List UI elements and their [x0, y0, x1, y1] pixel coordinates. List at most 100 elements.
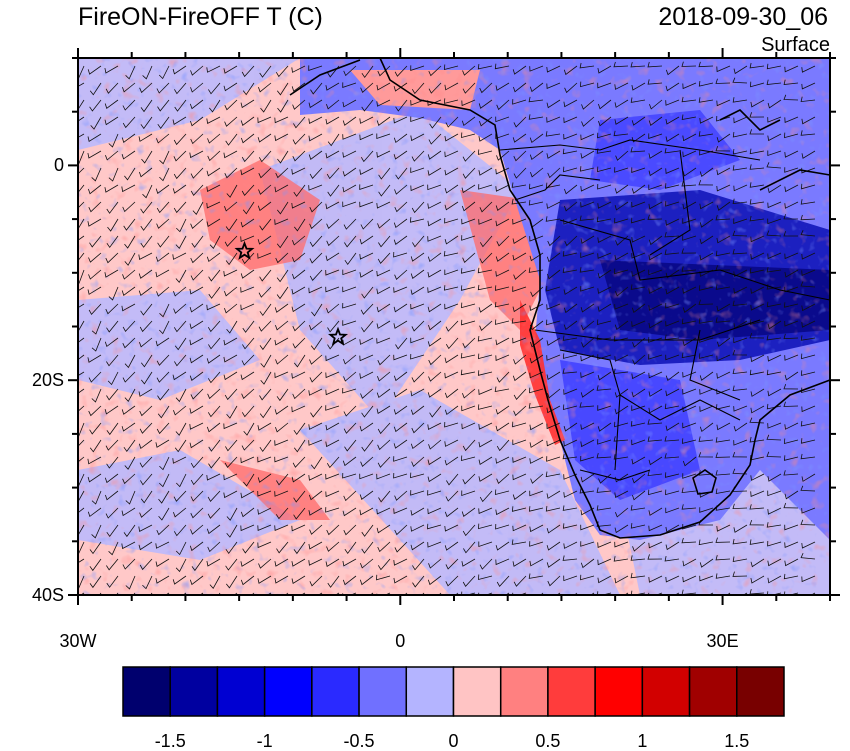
wind-barb: [494, 319, 510, 325]
wind-barb: [784, 371, 799, 381]
wind-barb: [226, 524, 238, 538]
wind-barb: [784, 269, 799, 278]
wind-barb: [682, 286, 697, 294]
wind-barb: [784, 422, 799, 430]
wind-barb: [343, 405, 357, 417]
wind-barb: [784, 524, 799, 531]
wind-barb: [800, 96, 816, 103]
wind-barb: [223, 422, 238, 430]
wind-barb: [801, 116, 816, 125]
wind-barb: [732, 248, 748, 255]
wind-barb: [444, 133, 459, 142]
wind-barb: [479, 252, 493, 264]
wind-barb: [139, 558, 153, 571]
wind-barb: [545, 471, 561, 478]
wind-barb: [665, 422, 680, 432]
wind-barb: [106, 575, 119, 588]
wind-barb: [376, 82, 391, 91]
wind-barb: [189, 303, 204, 313]
wind-barb: [158, 507, 170, 521]
wind-barb: [800, 453, 816, 460]
wind-barb: [257, 541, 272, 549]
wind-barb: [562, 368, 578, 374]
wind-barb: [107, 218, 119, 232]
wind-barb: [240, 99, 255, 109]
wind-barb: [495, 558, 510, 566]
wind-barb: [361, 405, 374, 418]
wind-barb: [512, 524, 527, 532]
wind-barb: [191, 558, 204, 572]
wind-barb: [597, 541, 612, 548]
wind-barb: [580, 422, 595, 430]
wind-barb: [377, 541, 391, 553]
wind-barb: [359, 371, 374, 379]
wind-barb: [648, 252, 663, 261]
wind-barb: [512, 337, 527, 344]
wind-barb: [749, 112, 765, 118]
wind-barb: [496, 371, 510, 383]
wind-barb: [308, 65, 323, 71]
wind-barb: [614, 490, 629, 499]
wind-barb: [547, 269, 561, 280]
wind-barb: [681, 180, 697, 187]
wind-barb: [546, 337, 561, 346]
wind-barb: [121, 507, 136, 517]
wind-barb: [257, 575, 272, 584]
wind-barb: [359, 252, 374, 260]
wind-barb: [631, 235, 646, 243]
wind-barb: [766, 162, 782, 169]
wind-barb: [106, 524, 119, 537]
wind-barb: [342, 150, 357, 158]
wind-barb: [477, 63, 493, 70]
wind-barb: [648, 405, 663, 414]
wind-barb: [274, 184, 289, 193]
wind-barb: [632, 541, 646, 552]
wind-barb: [173, 286, 187, 297]
wind-barb: [632, 354, 646, 365]
wind-barb: [240, 575, 255, 586]
wind-barb: [614, 252, 629, 261]
wind-barb: [648, 184, 663, 191]
wind-barb: [460, 352, 476, 359]
wind-barb: [529, 439, 544, 448]
wind-barb: [259, 65, 272, 78]
wind-barb: [343, 65, 357, 77]
wind-barb: [224, 286, 238, 297]
colorbar-swatch: [499, 666, 549, 717]
wind-barb: [767, 507, 782, 515]
wind-barb: [309, 167, 323, 179]
wind-barb: [562, 555, 578, 561]
wind-barb: [494, 386, 510, 392]
wind-barb: [801, 405, 816, 413]
wind-barb: [78, 558, 85, 564]
wind-barb: [78, 439, 85, 447]
wind-barb: [732, 77, 748, 84]
wind-barb: [682, 388, 697, 395]
wind-barb: [410, 184, 425, 192]
wind-barb: [564, 82, 578, 94]
wind-barb: [174, 82, 187, 95]
wind-barb: [393, 507, 408, 514]
wind-barb: [105, 490, 119, 501]
wind-barb: [495, 337, 510, 346]
wind-barb: [361, 65, 374, 78]
wind-barb: [91, 320, 102, 335]
wind-barb: [715, 573, 731, 579]
wind-barb: [496, 99, 510, 111]
wind-barb: [478, 473, 493, 482]
wind-barb: [429, 116, 442, 129]
wind-barb: [665, 524, 680, 533]
country-borders: [499, 139, 830, 481]
wind-barb: [342, 558, 357, 567]
wind-barb: [293, 541, 306, 555]
wind-barb: [563, 575, 578, 582]
wind-barb: [496, 150, 510, 161]
wind-barb: [155, 184, 170, 194]
colorbar-swatch: [358, 666, 408, 717]
colorbar-tick-label: -1: [256, 731, 273, 751]
wind-barbs: [78, 61, 816, 595]
wind-barb: [647, 419, 663, 425]
wind-barb: [78, 490, 85, 503]
wind-barb: [105, 439, 119, 451]
wind-barb: [91, 388, 102, 403]
